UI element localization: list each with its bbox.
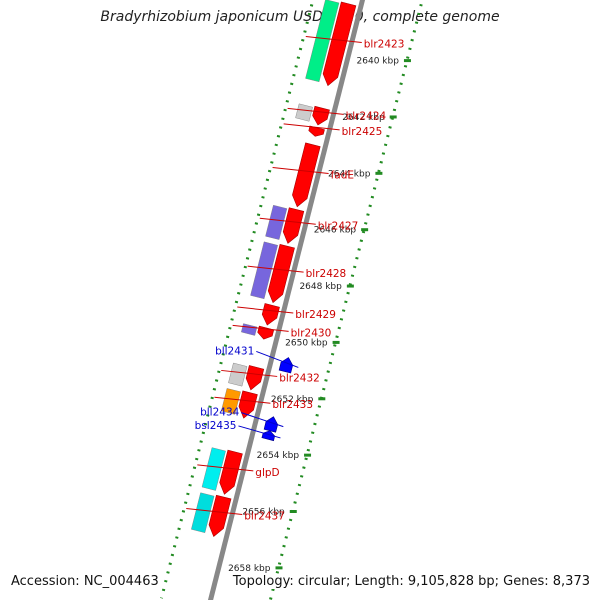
forward-gene-fadE[interactable] — [292, 142, 321, 208]
label-layer: blr2423 blr2424 blr2425 fadE blr2427 blr2428 b… — [186, 35, 405, 523]
feature-blr2430[interactable] — [241, 323, 258, 336]
topology-label: Topology: circular; Length: 9,105,828 bp… — [230, 574, 592, 589]
feature-glpD[interactable] — [201, 447, 226, 491]
gene-label-leader — [237, 306, 294, 314]
scale-dotted-track-inner — [268, 3, 423, 600]
scale-layer: 2640 kbp 2642 kbp 2644 kbp 2646 kbp 2648 kbp… — [160, 0, 423, 600]
forward-gene-blr2437[interactable] — [208, 494, 232, 537]
forward-gene-blr2429[interactable] — [261, 303, 280, 326]
gene-label-leader — [283, 123, 340, 131]
scale-tick-label: 2654 kbp — [257, 451, 300, 461]
scale-tick-label: 2646 kbp — [314, 226, 357, 236]
forward-gene-blr2427[interactable] — [282, 207, 305, 244]
gene-label-bll2431[interactable]: bll2431 — [215, 345, 254, 357]
gene-label-blr2423[interactable]: blr2423 — [364, 38, 405, 50]
gene-label-leader — [214, 396, 271, 404]
gene-label-leader — [186, 508, 243, 516]
gene-label-blr2425[interactable]: blr2425 — [342, 126, 383, 138]
forward-gene-blr2432[interactable] — [245, 365, 265, 391]
forward-gene-blr2424[interactable] — [312, 105, 330, 126]
forward-gene-blr2428[interactable] — [267, 244, 295, 304]
scale-dotted-track-outer — [160, 0, 315, 599]
scale-tick-label: 2658 kbp — [228, 564, 271, 574]
reverse-gene-bll2434[interactable] — [263, 416, 279, 433]
feature-blr2423[interactable] — [305, 0, 340, 83]
gene-label-blr2428[interactable]: blr2428 — [306, 268, 347, 280]
genome-backbone — [207, 0, 366, 600]
gene-label-blr2424[interactable]: blr2424 — [346, 110, 387, 122]
gene-label-leader — [197, 464, 254, 472]
scale-tick-label: 2642 kbp — [342, 113, 385, 123]
gene-label-fadE[interactable]: fadE — [331, 170, 354, 182]
forward-gene-blr2423[interactable] — [322, 1, 357, 87]
gene-label-blr2429[interactable]: blr2429 — [295, 309, 336, 321]
gene-label-leader — [287, 107, 344, 115]
scale-tick-label: 2644 kbp — [328, 169, 371, 179]
gene-label-blr2433[interactable]: blr2433 — [272, 399, 313, 411]
gene-label-leader — [272, 167, 329, 175]
gene-label-bll2434[interactable]: bll2434 — [200, 407, 240, 419]
gene-label-leader — [238, 425, 281, 439]
gene-label-blr2432[interactable]: blr2432 — [279, 372, 320, 384]
forward-gene-glpD[interactable] — [219, 449, 243, 495]
forward-gene-blr2433[interactable] — [238, 390, 258, 419]
scale-tick-label: 2640 kbp — [357, 57, 400, 67]
gene-label-leader — [221, 369, 278, 377]
feature-blr2427[interactable] — [265, 204, 288, 240]
gene-label-leader — [305, 35, 362, 43]
gene-label-leader — [259, 217, 316, 225]
genome-title: Bradyrhizobium japonicum USDA 110, compl… — [100, 9, 500, 25]
gene-label-blr2437[interactable]: blr2437 — [244, 511, 285, 523]
gene-label-blr2430[interactable]: blr2430 — [291, 327, 332, 339]
feature-blr2432[interactable] — [228, 362, 248, 387]
accession-label: Accession: NC_004463 — [9, 574, 161, 589]
backbone-layer — [207, 0, 366, 600]
feature-blr2433[interactable] — [221, 388, 241, 415]
scale-tick-label: 2652 kbp — [271, 395, 314, 405]
gene-label-glpD[interactable]: glpD — [255, 467, 279, 479]
feature-blr2428[interactable] — [250, 241, 278, 300]
gene-label-leader — [241, 412, 284, 428]
scale-tick-label: 2650 kbp — [285, 338, 328, 348]
gene-label-leader — [247, 265, 304, 273]
gene-label-leader — [256, 350, 299, 368]
gene-label-blr2427[interactable]: blr2427 — [318, 220, 359, 232]
gene-layer — [191, 0, 357, 537]
scale-tick-label: 2656 kbp — [242, 508, 285, 518]
feature-blr2437[interactable] — [191, 492, 215, 533]
reverse-gene-bll2431[interactable] — [278, 357, 294, 374]
gene-label-bsl2435[interactable]: bsl2435 — [195, 420, 237, 432]
gene-label-leader — [232, 324, 289, 332]
scale-tick-label: 2648 kbp — [299, 282, 342, 292]
feature-blr2424[interactable] — [295, 103, 313, 122]
